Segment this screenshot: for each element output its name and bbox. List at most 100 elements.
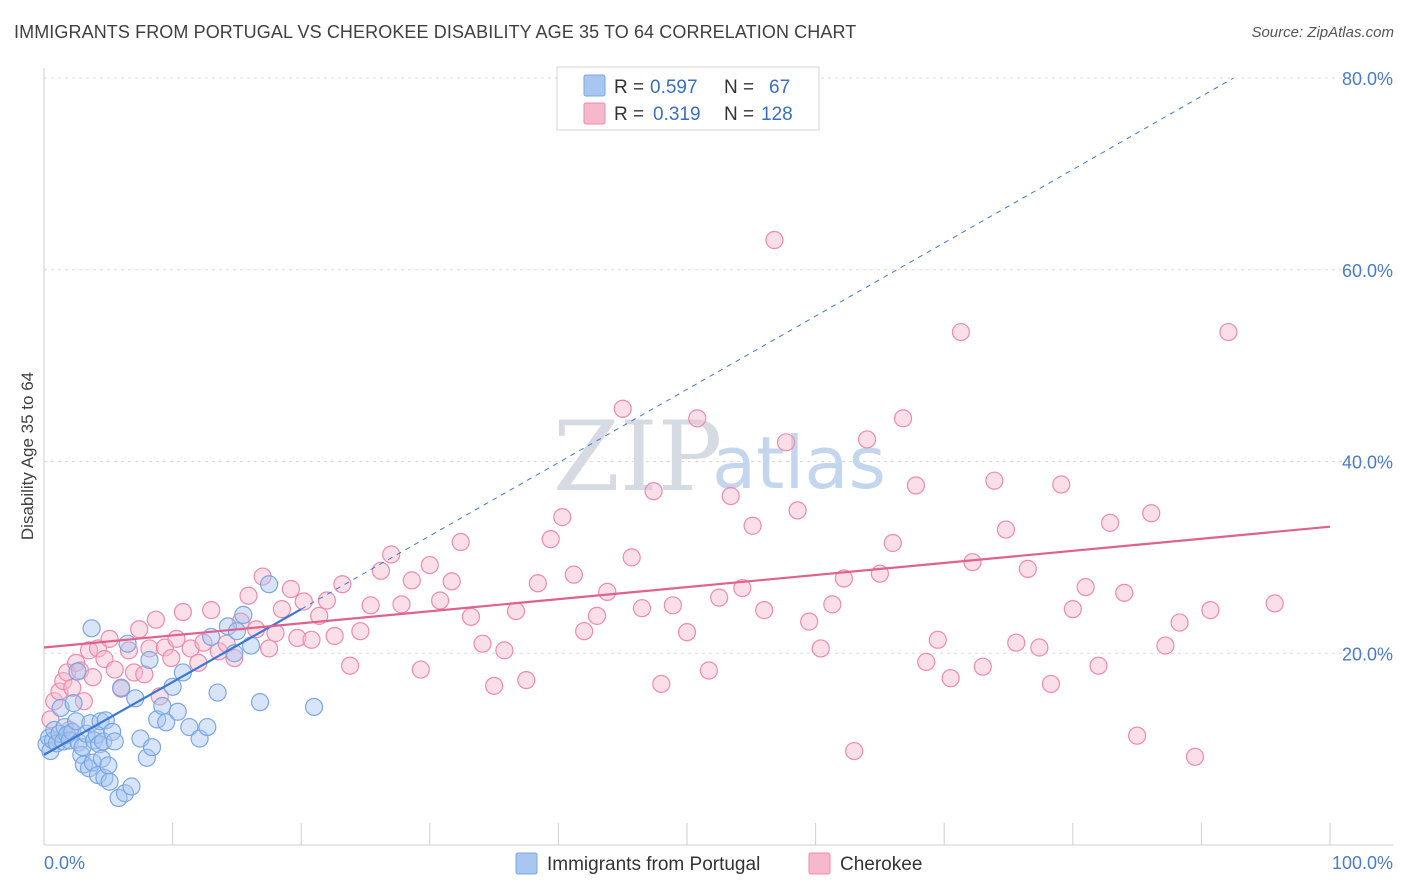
cherokee-point-79 (652, 674, 671, 694)
cherokee-point-47 (317, 591, 337, 610)
cherokee-point-55 (392, 595, 411, 614)
cherokee-point-116 (1076, 577, 1095, 597)
portugal-point-62 (234, 605, 253, 625)
cherokee-trend-line-solid (43, 525, 1331, 649)
cherokee-point-49 (333, 575, 352, 594)
cherokee-point-66 (506, 601, 526, 621)
cherokee-point-20 (135, 665, 154, 684)
cherokee-point-64 (485, 676, 504, 695)
cherokee-point-75 (613, 399, 632, 418)
cherokee-point-76 (622, 548, 641, 567)
watermark: ZIP atlas (553, 401, 886, 513)
cherokee-point-89 (765, 230, 784, 250)
cherokee-point-61 (451, 532, 470, 552)
cherokee-point-22 (146, 610, 165, 629)
cherokee-point-102 (917, 652, 936, 671)
bottom-legend-swatch-cherokee (808, 852, 831, 875)
y-tick-label-0: 20.0% (1342, 644, 1393, 664)
cherokee-point-105 (951, 322, 971, 342)
cherokee-point-107 (973, 657, 992, 676)
cherokee-point-52 (361, 596, 380, 615)
cherokee-point-85 (721, 486, 740, 506)
portugal-point-63 (241, 636, 261, 655)
cherokee-point-88 (755, 601, 774, 620)
cherokee-point-118 (1100, 513, 1120, 532)
cherokee-point-14 (100, 629, 119, 648)
cherokee-point-81 (677, 623, 697, 642)
bottom-legend-label-cherokee: Cherokee (840, 854, 922, 875)
legend-swatch-portugal (583, 74, 606, 97)
portugal-point-14 (67, 712, 86, 731)
cherokee-point-50 (340, 656, 360, 675)
cherokee-point-111 (1018, 559, 1037, 578)
portugal-point-47 (142, 738, 162, 757)
cherokee-point-0 (41, 710, 60, 729)
cherokee-point-84 (710, 588, 729, 607)
cherokee-point-67 (517, 670, 536, 690)
cherokee-point-95 (834, 569, 853, 588)
cherokee-point-93 (811, 639, 830, 658)
portugal-point-66 (304, 697, 324, 717)
legend-r-label-cherokee: R = (614, 104, 644, 125)
portugal-point-40 (115, 784, 135, 803)
y-axis-label: Disability Age 35 to 64 (18, 372, 37, 540)
cherokee-point-41 (272, 600, 292, 619)
y-tick-label-2: 60.0% (1342, 261, 1393, 281)
cherokee-point-94 (823, 595, 842, 614)
cherokee-point-90 (776, 433, 796, 452)
cherokee-point-117 (1089, 656, 1108, 675)
cherokee-point-127 (1265, 594, 1284, 613)
cherokee-point-92 (800, 612, 819, 631)
cherokee-point-100 (893, 409, 913, 428)
cherokee-point-91 (788, 501, 807, 520)
cherokee-point-57 (411, 660, 430, 679)
source-label: Source: ZipAtlas.com (1251, 24, 1394, 41)
cherokee-point-78 (644, 482, 663, 501)
cherokee-point-1 (45, 692, 64, 711)
cherokee-point-27 (173, 602, 192, 622)
cherokee-point-103 (928, 630, 947, 649)
cherokee-point-45 (302, 630, 321, 649)
cherokee-point-3 (54, 671, 73, 691)
legend-n-label-portugal: N = (724, 77, 754, 98)
legend-n-value-cherokee: 128 (761, 104, 793, 125)
cherokee-point-56 (402, 571, 421, 590)
cherokee-point-71 (564, 565, 583, 584)
bottom-legend-label-portugal: Immigrants from Portugal (547, 854, 760, 875)
cherokee-point-39 (259, 639, 279, 658)
portugal-point-46 (140, 650, 159, 670)
cherokee-point-63 (473, 634, 492, 653)
x-tick-labels: 0.0% 100.0% (44, 853, 1393, 873)
portugal-point-49 (153, 696, 172, 716)
portugal-point-45 (137, 748, 156, 767)
cherokee-point-101 (906, 476, 926, 495)
cherokee-point-113 (1041, 674, 1061, 694)
portugal-point-50 (157, 713, 176, 732)
legend-r-value-portugal: 0.597 (650, 77, 698, 98)
portugal-point-41 (118, 634, 137, 653)
cherokee-point-43 (288, 628, 307, 648)
legend-r-label-portugal: R = (614, 77, 644, 98)
cherokee-point-114 (1052, 475, 1071, 494)
cherokee-point-126 (1219, 322, 1238, 342)
watermark-zip: ZIP (553, 401, 722, 513)
cherokee-point-60 (442, 572, 461, 591)
cherokee-point-99 (883, 533, 902, 553)
cherokee-point-19 (130, 620, 149, 639)
trend-lines (43, 77, 1331, 756)
cherokee-point-82 (688, 409, 707, 428)
cherokee-point-83 (699, 661, 718, 680)
cherokee-point-104 (941, 669, 960, 688)
legend-swatch-cherokee (583, 102, 606, 125)
portugal-point-42 (122, 777, 141, 796)
cherokee-point-120 (1127, 726, 1147, 745)
portugal-point-61 (227, 622, 246, 641)
portugal-point-23 (82, 619, 101, 638)
legend: R = 0.597 N = 67 R = 0.319 N = 128 (556, 66, 820, 131)
cherokee-point-106 (963, 553, 982, 572)
cherokee-point-25 (162, 648, 181, 668)
cherokee-point-109 (996, 520, 1016, 539)
cherokee-point-125 (1201, 601, 1220, 620)
portugal-point-64 (250, 693, 270, 712)
